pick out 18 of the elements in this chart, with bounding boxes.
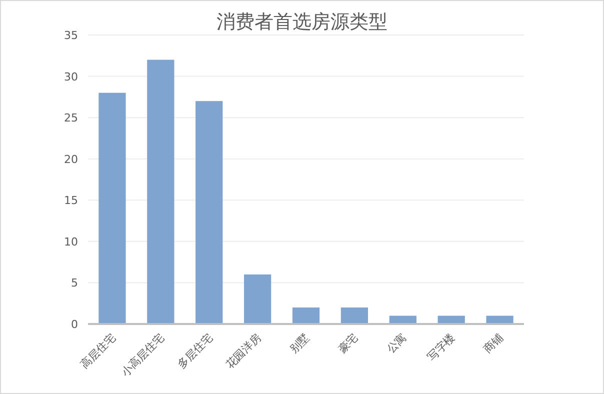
ytick: 35	[64, 29, 78, 42]
ytick: 10	[64, 235, 78, 248]
ytick: 30	[64, 70, 78, 84]
xtick: 高层住宅	[78, 330, 118, 372]
title: 消费者首选房源类型	[216, 11, 388, 33]
xtick: 多层住宅	[174, 330, 216, 372]
xtick: 别墅	[287, 330, 312, 356]
xtick: 写字楼	[424, 330, 458, 364]
ytick: 15	[64, 194, 78, 208]
ytick: 20	[64, 152, 78, 166]
xtick: 公寓	[384, 330, 409, 356]
xtick: 商铺	[481, 330, 506, 356]
ytick: 25	[64, 112, 78, 125]
xtick: 小高层住宅	[118, 330, 167, 379]
ytick: 0	[71, 318, 78, 331]
xtick: 豪宅	[336, 330, 361, 356]
xtick: 花园洋房	[223, 330, 264, 372]
ytick: 5	[71, 276, 78, 290]
